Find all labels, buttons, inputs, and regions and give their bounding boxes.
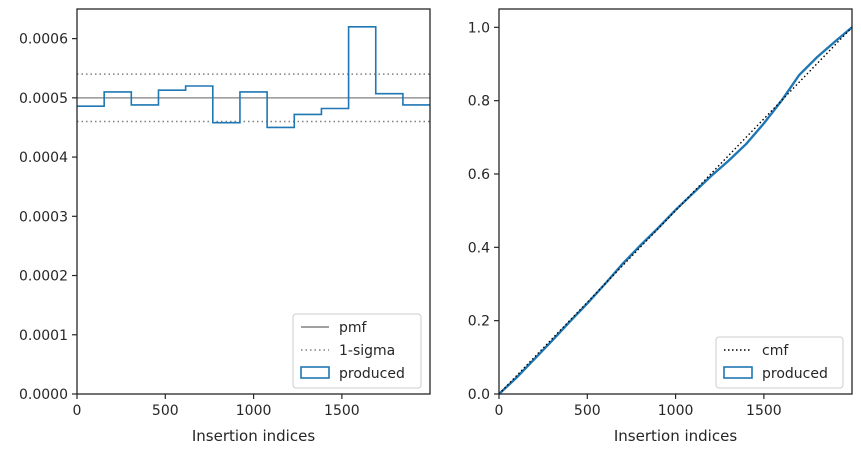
legend-label: pmf — [339, 320, 368, 336]
legend-produced-swatch — [723, 366, 753, 379]
legend-label: cmf — [762, 343, 789, 359]
legend-box — [715, 336, 844, 389]
legend-label: 1-sigma — [339, 343, 395, 359]
produced-histogram — [77, 25, 430, 129]
y-tick-label: 0.8 — [468, 94, 490, 110]
x-axis-label: Insertion indices — [192, 427, 315, 445]
axes-1: 0 500 1000 1500 0.0000 0.0001 0.0002 0.0003 0.00… — [19, 32, 360, 445]
y-tick-label: 0.0002 — [19, 269, 68, 285]
x-tick-label: 1500 — [746, 403, 782, 419]
plot-frame-2 — [498, 8, 853, 395]
y-tick-label: 0.0005 — [19, 91, 68, 107]
produced-cumulative-line — [498, 26, 853, 395]
legend-left: pmf 1-sigma produced — [292, 313, 422, 389]
x-tick-label: 1000 — [658, 403, 694, 419]
histogram-panel — [77, 25, 430, 129]
legend-right: cmf produced — [715, 336, 844, 389]
y-tick-label: 0.0003 — [19, 209, 68, 225]
y-tick-label: 0.4 — [468, 240, 490, 256]
y-tick-label: 0.0006 — [19, 32, 68, 48]
cumulative-panel — [498, 26, 853, 395]
cmf-line — [498, 26, 853, 395]
x-axis-label: Insertion indices — [614, 427, 737, 445]
legend-label: produced — [339, 366, 405, 382]
y-tick-label: 0.0000 — [19, 387, 68, 403]
y-tick-label: 0.0 — [468, 387, 490, 403]
x-tick-label: 500 — [152, 403, 179, 419]
x-tick-label: 0 — [73, 403, 82, 419]
y-tick-label: 0.6 — [468, 167, 490, 183]
y-tick-label: 0.0004 — [19, 150, 68, 166]
x-tick-label: 1000 — [236, 403, 272, 419]
x-tick-label: 1500 — [324, 403, 360, 419]
y-tick-label: 0.0001 — [19, 328, 68, 344]
x-tick-label: 0 — [495, 403, 504, 419]
legend-produced-swatch — [300, 366, 330, 379]
x-tick-label: 500 — [574, 403, 601, 419]
axes-2: 0 500 1000 1500 0.0 0.2 0.4 0.6 0.8 1.0 Insertion … — [468, 20, 782, 445]
legend-box — [292, 313, 422, 389]
y-tick-label: 0.2 — [468, 314, 490, 330]
y-tick-label: 1.0 — [468, 20, 490, 36]
legend-label: produced — [762, 366, 828, 382]
